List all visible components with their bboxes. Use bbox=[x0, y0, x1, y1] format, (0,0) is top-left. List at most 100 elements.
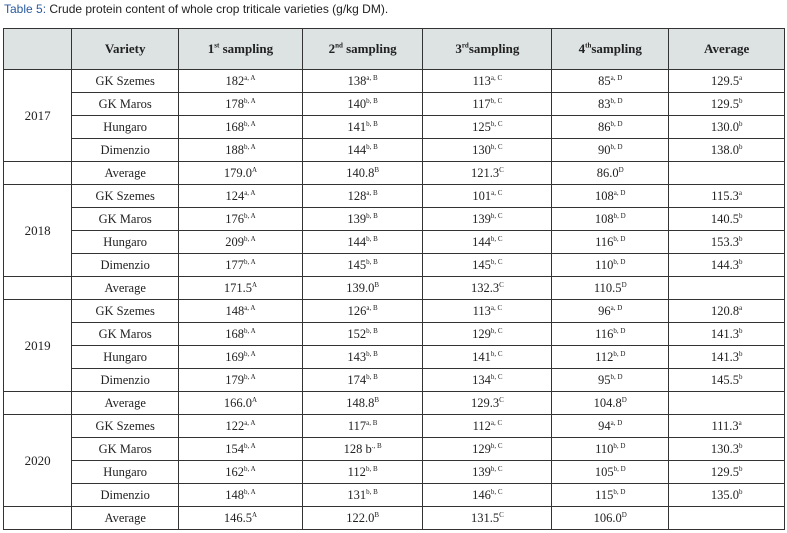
value-cell bbox=[668, 161, 785, 185]
value: 111.3 bbox=[711, 418, 739, 433]
value: 148 bbox=[225, 487, 244, 502]
year-cell: 2019 bbox=[2, 299, 73, 392]
value: 112 bbox=[472, 418, 491, 433]
significance-letters: b, A bbox=[244, 211, 256, 220]
value: 144 bbox=[347, 234, 367, 249]
value: 166.0 bbox=[223, 395, 252, 410]
value: 135.0 bbox=[710, 487, 739, 502]
value: 148.8 bbox=[346, 395, 375, 410]
empty-cell bbox=[2, 276, 73, 300]
value-cell: 153.3b bbox=[668, 230, 785, 254]
header-text: 1 bbox=[207, 41, 215, 56]
table-row: GK Maros 178b, A 140b, B 117b, C 83b, D 129.5… bbox=[4, 92, 785, 116]
value: 108 bbox=[594, 211, 614, 226]
significance-letters: b bbox=[738, 211, 743, 220]
value: 148 bbox=[225, 303, 245, 318]
significance-letters: b, B bbox=[366, 372, 378, 381]
variety-cell: Hungaro bbox=[71, 115, 180, 139]
value-cell: 126a, B bbox=[301, 299, 424, 323]
variety-cell: GK Maros bbox=[71, 437, 180, 461]
value: 176 bbox=[225, 211, 244, 226]
value: 110.5 bbox=[593, 280, 622, 295]
value-cell: 162b, A bbox=[178, 460, 303, 484]
value: 112 bbox=[595, 349, 614, 364]
value-cell: 139b, C bbox=[422, 460, 553, 484]
value: 174 bbox=[347, 372, 367, 387]
value-cell: 139.0B bbox=[301, 276, 424, 300]
value: 168 bbox=[225, 119, 244, 134]
value-cell: 111.3a bbox=[668, 414, 785, 438]
variety-cell: Hungaro bbox=[71, 345, 180, 369]
value-cell: 124a, A bbox=[178, 184, 303, 208]
significance-letters: a, D bbox=[610, 418, 623, 427]
header-row: Variety 1st sampling 2nd sampling 3rdsampli… bbox=[2, 28, 785, 70]
significance-letters: a, A bbox=[244, 73, 256, 82]
value: 177 bbox=[225, 257, 244, 272]
significance-letters: b bbox=[738, 372, 743, 381]
value-cell: 128 b., B bbox=[301, 437, 424, 461]
header-text: 4 bbox=[578, 41, 586, 56]
significance-letters: b bbox=[738, 234, 743, 243]
value: 144 bbox=[347, 142, 367, 157]
significance-letters: a, B bbox=[366, 188, 378, 197]
significance-letters: b, B bbox=[366, 119, 378, 128]
significance-letters: a, B bbox=[366, 303, 378, 312]
average-label: Average bbox=[71, 391, 180, 415]
significance-letters: b, A bbox=[244, 96, 256, 105]
significance-letters: b, A bbox=[244, 441, 256, 450]
variety-cell: GK Szemes bbox=[71, 69, 180, 93]
value-cell: 139b, B bbox=[301, 207, 424, 231]
value: 128 bbox=[347, 188, 367, 203]
value: 162 bbox=[225, 464, 244, 479]
column-header: 2nd sampling bbox=[301, 28, 424, 70]
value-cell: 168b, A bbox=[178, 115, 303, 139]
value-cell: 129.5b bbox=[668, 92, 785, 116]
significance-letters: b, C bbox=[490, 441, 503, 450]
significance-letters: C bbox=[499, 510, 504, 519]
value-cell: 110b, D bbox=[551, 253, 670, 277]
value-cell: 96a, D bbox=[551, 299, 670, 323]
value-cell: 131.5C bbox=[422, 506, 553, 530]
value-cell: 131b, B bbox=[301, 483, 424, 507]
value-cell: 113a, C bbox=[422, 69, 553, 93]
significance-letters: a, C bbox=[490, 73, 503, 82]
value-cell: 177b, A bbox=[178, 253, 303, 277]
value-cell: 104.8D bbox=[551, 391, 670, 415]
significance-letters: A bbox=[251, 165, 258, 174]
value: 110 bbox=[595, 441, 614, 456]
significance-letters: b, A bbox=[244, 142, 256, 151]
value-cell bbox=[668, 276, 785, 300]
value-cell: 178b, A bbox=[178, 92, 303, 116]
variety-cell: GK Maros bbox=[71, 92, 180, 116]
value: 153.3 bbox=[710, 234, 739, 249]
value: 117 bbox=[472, 96, 491, 111]
value-cell: 143b, B bbox=[301, 345, 424, 369]
significance-letters: a, A bbox=[244, 418, 256, 427]
value-cell: 140.5b bbox=[668, 207, 785, 231]
value: 140.5 bbox=[710, 211, 739, 226]
significance-letters: b, D bbox=[613, 257, 626, 266]
value: 144 bbox=[472, 234, 491, 249]
value-cell: 144.3b bbox=[668, 253, 785, 277]
value-cell: 132.3C bbox=[422, 276, 553, 300]
variety-cell: Dimenzio bbox=[71, 253, 180, 277]
header-sup: th bbox=[585, 41, 592, 50]
value-cell: 146.5A bbox=[178, 506, 303, 530]
value: 126 bbox=[347, 303, 367, 318]
value: 130 bbox=[472, 142, 491, 157]
empty-cell bbox=[2, 391, 73, 415]
table-row: 2020 GK Szemes 122a, A 117a, B 112a, C 94a, D… bbox=[2, 414, 785, 507]
value-cell: 179b, A bbox=[178, 368, 303, 392]
significance-letters: C bbox=[499, 165, 504, 174]
significance-letters: a, A bbox=[244, 188, 256, 197]
value-cell: 130.3b bbox=[668, 437, 785, 461]
value: 154 bbox=[225, 441, 244, 456]
value: 146.5 bbox=[223, 510, 252, 525]
value: 179 bbox=[225, 372, 244, 387]
significance-letters: a bbox=[738, 418, 742, 427]
significance-letters: b, D bbox=[613, 326, 626, 335]
value: 138 bbox=[347, 73, 367, 88]
value-cell: 144b, B bbox=[301, 230, 424, 254]
value: 139.0 bbox=[346, 280, 375, 295]
significance-letters: b, D bbox=[610, 372, 623, 381]
